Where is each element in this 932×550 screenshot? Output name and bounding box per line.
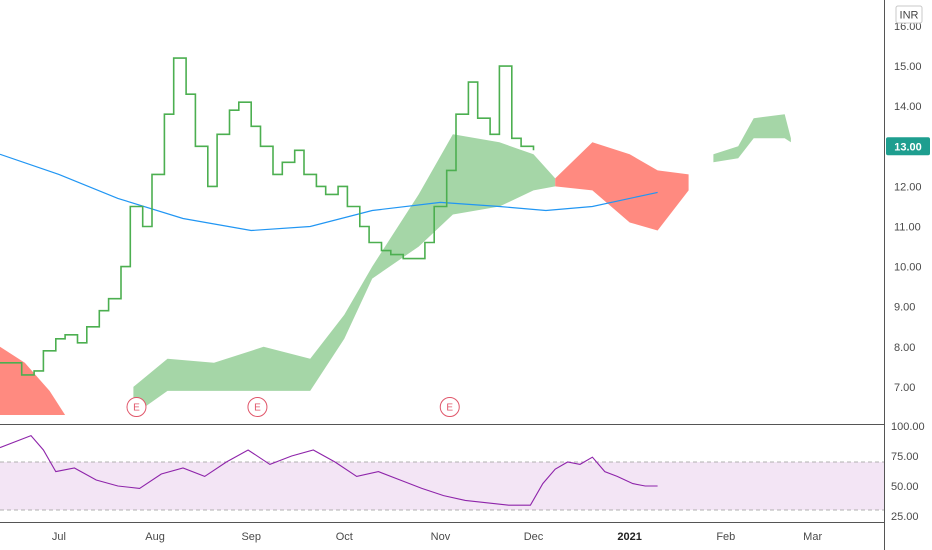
last-price-tag-bg <box>886 137 930 156</box>
time-axis[interactable]: Jul Aug Sep Oct Nov Dec 2021 Feb Mar <box>52 531 823 543</box>
price-tick-label: 10.00 <box>894 262 922 274</box>
price-tick-label: 12.00 <box>894 181 922 193</box>
currency-badge[interactable]: INR <box>895 5 923 24</box>
earnings-marker-label: E <box>133 403 140 414</box>
time-tick-label: Aug <box>145 531 165 543</box>
time-tick-label: Dec <box>524 531 544 543</box>
price-axis[interactable]: 7.00 8.00 9.00 10.00 11.00 12.00 13.00 14.00 15.… <box>894 21 922 394</box>
earnings-marker-label: E <box>254 403 261 414</box>
earnings-marker-2[interactable]: E <box>439 397 460 417</box>
time-tick-label: Oct <box>336 531 353 543</box>
rsi-line <box>0 434 658 506</box>
currency-badge-text: INR <box>900 10 919 22</box>
earnings-marker-0[interactable]: E <box>126 397 147 417</box>
cloud-bear-1 <box>555 142 689 231</box>
rsi-panel[interactable] <box>0 434 884 511</box>
rsi-tick-label: 100.00 <box>891 421 925 433</box>
cloud-bear-0 <box>0 346 66 415</box>
last-price-tag-text: 13.00 <box>894 141 922 153</box>
earnings-marker-1[interactable]: E <box>247 397 268 417</box>
price-tick-label: 15.00 <box>894 61 922 73</box>
rsi-series <box>0 434 658 506</box>
cloud-bull-1 <box>713 114 791 163</box>
price-series <box>0 57 535 376</box>
price-tick-label: 11.00 <box>894 222 921 234</box>
currency-badge-box <box>895 5 923 24</box>
price-tick-label: 8.00 <box>894 342 915 354</box>
time-tick-label: Feb <box>716 531 735 543</box>
time-tick-label: Mar <box>803 531 822 543</box>
moving-average <box>0 153 658 232</box>
price-step-line <box>0 57 535 376</box>
cloud-bull-0 <box>133 134 556 416</box>
moving-average-line <box>0 153 658 232</box>
earnings-marker-circle <box>439 397 460 417</box>
time-tick-label: Jul <box>52 531 66 543</box>
price-tick-label: 14.00 <box>894 101 922 113</box>
price-tick-label: 16.00 <box>894 21 922 33</box>
ichimoku-cloud <box>0 114 791 416</box>
earnings-marker-circle <box>126 397 147 417</box>
time-tick-label: Nov <box>431 531 451 543</box>
earnings-marker-label: E <box>446 403 453 414</box>
time-tick-label: Sep <box>241 531 261 543</box>
price-tick-label: 7.00 <box>894 382 915 394</box>
last-price-tag: 13.00 <box>886 137 930 156</box>
rsi-band <box>0 462 884 510</box>
rsi-axis[interactable]: 25.00 50.00 75.00 100.00 <box>891 421 925 523</box>
rsi-tick-label: 25.00 <box>891 511 919 523</box>
price-tick-label: 9.00 <box>894 302 915 314</box>
earnings-marker-circle <box>247 397 268 417</box>
time-tick-label: 2021 <box>617 531 641 543</box>
rsi-tick-label: 50.00 <box>891 481 919 493</box>
rsi-tick-label: 75.00 <box>891 451 919 463</box>
